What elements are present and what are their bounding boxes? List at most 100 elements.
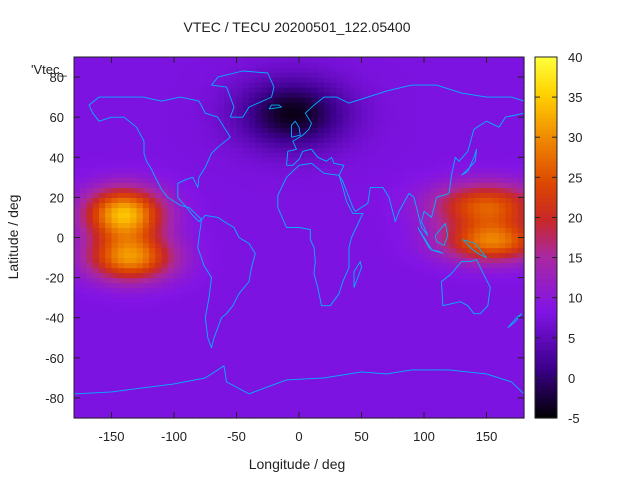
heatmap-cell — [299, 182, 306, 188]
heatmap-cell — [261, 372, 269, 379]
heatmap-cell — [380, 322, 388, 329]
heatmap-cell — [111, 317, 119, 324]
heatmap-cell — [211, 127, 219, 133]
heatmap-cell — [161, 407, 169, 414]
heatmap-cell — [111, 162, 119, 168]
heatmap-cell — [499, 272, 506, 279]
heatmap-cell — [449, 192, 456, 198]
heatmap-cell — [424, 227, 431, 234]
heatmap-cell — [399, 252, 406, 259]
heatmap-cell — [242, 312, 250, 319]
heatmap-cell — [305, 182, 313, 188]
heatmap-cell — [305, 287, 313, 294]
heatmap-cell — [167, 107, 175, 113]
heatmap-cell — [211, 97, 219, 103]
heatmap-cell — [461, 322, 469, 329]
heatmap-cell — [355, 357, 363, 364]
heatmap-cell — [461, 232, 469, 239]
heatmap-cell — [499, 107, 506, 113]
heatmap-cell — [349, 392, 356, 399]
heatmap-cell — [224, 242, 231, 249]
heatmap-cell — [292, 282, 300, 289]
heatmap-cell — [130, 202, 138, 209]
heatmap-cell — [317, 107, 325, 113]
heatmap-cell — [167, 387, 175, 394]
heatmap-cell — [155, 202, 163, 209]
heatmap-cell — [336, 342, 344, 349]
heatmap-cell — [286, 317, 294, 324]
heatmap-cell — [242, 252, 250, 259]
heatmap-cell — [392, 107, 400, 113]
heatmap-cell — [349, 167, 356, 173]
heatmap-cell — [192, 187, 200, 193]
heatmap-cell — [380, 287, 388, 294]
heatmap-cell — [349, 197, 356, 203]
heatmap-cell — [192, 82, 200, 88]
heatmap-cell — [267, 87, 275, 93]
heatmap-cell — [386, 312, 394, 319]
heatmap-cell — [330, 67, 338, 73]
heatmap-cell — [449, 117, 456, 123]
heatmap-cell — [174, 92, 181, 98]
heatmap-cell — [449, 382, 456, 389]
heatmap-cell — [455, 122, 463, 128]
heatmap-cell — [449, 67, 456, 73]
heatmap-cell — [217, 192, 225, 198]
heatmap-cell — [430, 77, 438, 83]
heatmap-cell — [205, 187, 213, 193]
heatmap-cell — [224, 407, 231, 414]
heatmap-cell — [199, 102, 206, 108]
heatmap-cell — [286, 272, 294, 279]
heatmap-cell — [480, 167, 488, 173]
heatmap-cell — [136, 162, 144, 168]
heatmap-cell — [74, 62, 81, 68]
heatmap-cell — [211, 277, 219, 284]
heatmap-cell — [249, 242, 256, 249]
heatmap-cell — [461, 302, 469, 309]
heatmap-cell — [324, 317, 331, 324]
heatmap-cell — [442, 227, 450, 234]
heatmap-cell — [417, 232, 425, 239]
heatmap-cell — [124, 202, 131, 209]
heatmap-cell — [349, 117, 356, 123]
heatmap-cell — [411, 342, 419, 349]
heatmap-cell — [217, 232, 225, 239]
heatmap-cell — [461, 112, 469, 118]
heatmap-cell — [149, 382, 156, 389]
heatmap-cell — [267, 372, 275, 379]
heatmap-cell — [167, 302, 175, 309]
heatmap-cell — [236, 82, 244, 88]
heatmap-cell — [280, 387, 288, 394]
heatmap-cell — [92, 357, 100, 364]
heatmap-cell — [336, 107, 344, 113]
heatmap-cell — [324, 267, 331, 274]
heatmap-cell — [217, 242, 225, 249]
heatmap-cell — [217, 277, 225, 284]
heatmap-cell — [124, 212, 131, 219]
heatmap-cell — [449, 252, 456, 259]
heatmap-cell — [286, 232, 294, 239]
heatmap-cell — [230, 197, 238, 203]
heatmap-cell — [174, 287, 181, 294]
heatmap-cell — [167, 402, 175, 409]
heatmap-cell — [199, 262, 206, 269]
heatmap-cell — [367, 62, 375, 68]
heatmap-cell — [274, 272, 281, 279]
heatmap-cell — [249, 117, 256, 123]
heatmap-cell — [417, 412, 425, 419]
heatmap-cell — [236, 377, 244, 384]
heatmap-cell — [430, 227, 438, 234]
heatmap-cell — [361, 212, 369, 219]
heatmap-cell — [217, 252, 225, 259]
heatmap-cell — [311, 152, 319, 158]
heatmap-cell — [211, 237, 219, 244]
heatmap-cell — [355, 277, 363, 284]
heatmap-cell — [342, 252, 350, 259]
heatmap-cell — [124, 367, 131, 374]
heatmap-cell — [205, 132, 213, 138]
heatmap-cell — [436, 282, 444, 289]
heatmap-cell — [224, 377, 231, 384]
heatmap-cell — [205, 112, 213, 118]
heatmap-cell — [305, 97, 313, 103]
heatmap-cell — [136, 197, 144, 203]
